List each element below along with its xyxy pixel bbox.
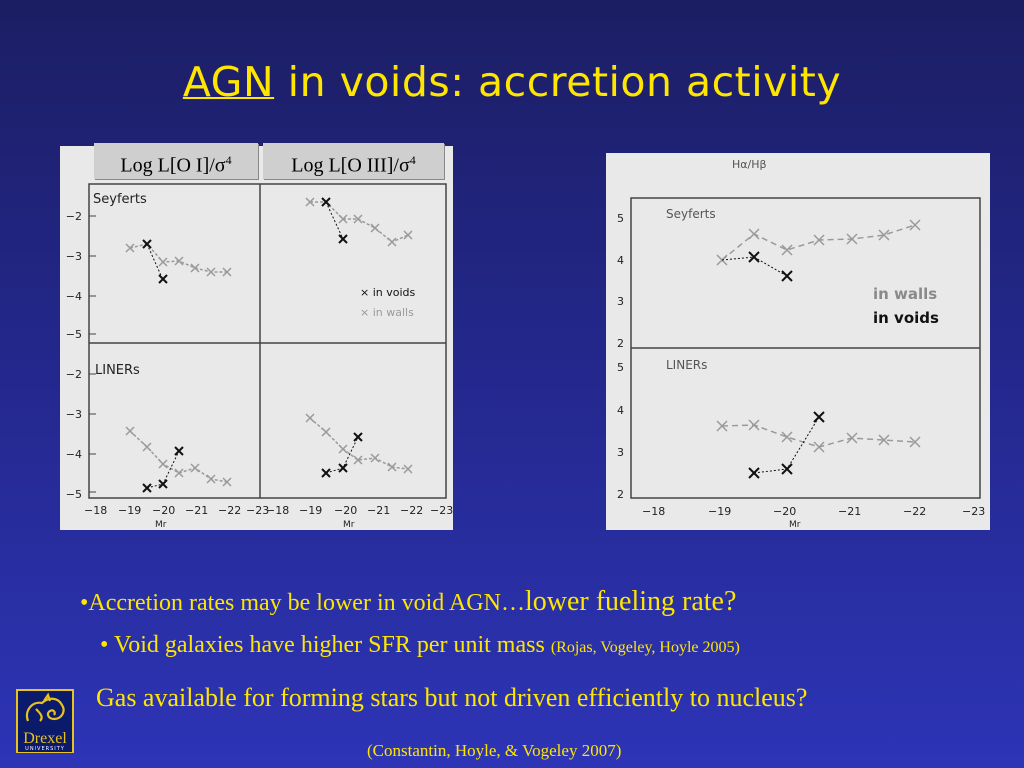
citation-text: (Constantin, Hoyle, & Vogeley 2007) — [367, 741, 622, 760]
xlabel: Mr — [155, 520, 167, 530]
xtick: −21 — [367, 504, 390, 517]
xtick: −22 — [218, 504, 241, 517]
citation: (Constantin, Hoyle, & Vogeley 2007) — [367, 741, 621, 761]
xtick: −20 — [334, 504, 357, 517]
ytick: −3 — [66, 250, 82, 263]
xtick: −22 — [903, 505, 926, 518]
bullet-accretion: •Accretion rates may be lower in void AG… — [80, 586, 736, 618]
left-figure-plot: −2 −3 −4 −5 −2 −3 −4 −5 Seyferts LINERs … — [66, 183, 453, 530]
xtick: −18 — [266, 504, 289, 517]
ytick: 2 — [617, 488, 624, 501]
xtick: −20 — [773, 505, 796, 518]
bullet-gas-text: Gas available for forming stars but not … — [96, 683, 808, 712]
legend-walls: × in walls — [360, 306, 414, 319]
ytick: −4 — [66, 290, 82, 303]
right-figure: Hα/Hβ 5 4 3 2 5 4 3 2 Seyferts LINERs in… — [606, 153, 990, 530]
drexel-logo: Drexel UNIVERSITY — [16, 689, 74, 753]
ytick: 5 — [617, 212, 624, 225]
xtick: −19 — [118, 504, 141, 517]
bullet-sfr-text: • Void galaxies have higher SFR per unit… — [100, 632, 545, 658]
ytick: 4 — [617, 254, 624, 267]
left-figure: −2 −3 −4 −5 −2 −3 −4 −5 Seyferts LINERs … — [60, 146, 453, 530]
header-oiii: Log L[O III]/σ4 — [263, 143, 444, 179]
xtick: −18 — [642, 505, 665, 518]
ytick: 3 — [617, 295, 624, 308]
xtick: −19 — [299, 504, 322, 517]
logo-name: Drexel — [23, 730, 67, 747]
ytick: −2 — [66, 210, 82, 223]
bullet-sfr: • Void galaxies have higher SFR per unit… — [100, 632, 740, 659]
legend-walls: in walls — [873, 285, 937, 303]
label-seyferts: Seyferts — [93, 192, 147, 207]
title-rest: in voids: accretion activity — [274, 58, 842, 106]
ytick: 2 — [617, 337, 624, 350]
xtick: −21 — [838, 505, 861, 518]
header-oi-sup: 4 — [225, 153, 232, 167]
xtick: −22 — [400, 504, 423, 517]
right-figure-plot: Hα/Hβ 5 4 3 2 5 4 3 2 Seyferts LINERs in… — [617, 158, 985, 530]
title-agn: AGN — [182, 58, 275, 106]
legend-voids: × in voids — [360, 286, 416, 299]
bullet-accretion-emphasis: lower fueling rate? — [524, 586, 737, 617]
header-oiii-sup: 4 — [409, 153, 416, 167]
ytick: −5 — [66, 328, 82, 341]
xtick: −19 — [708, 505, 731, 518]
dragon-icon — [25, 692, 65, 722]
slide-title: AGN in voids: accretion activity — [0, 58, 1024, 106]
legend-voids: in voids — [873, 309, 939, 327]
ytick: −4 — [66, 448, 82, 461]
ytick: −2 — [66, 368, 82, 381]
ytick: 3 — [617, 446, 624, 459]
bullet-sfr-citation: (Rojas, Vogeley, Hoyle 2005) — [550, 639, 740, 656]
xtick: −23 — [430, 504, 453, 517]
xtick: −18 — [84, 504, 107, 517]
xlabel: Mr — [343, 520, 355, 530]
xtick: −21 — [185, 504, 208, 517]
ytick: −3 — [66, 408, 82, 421]
header-oiii-text: Log L[O III]/σ — [291, 154, 410, 177]
bullet-gas: Gas available for forming stars but not … — [96, 683, 807, 713]
header-oi-text: Log L[O I]/σ — [120, 154, 226, 177]
xlabel: Mr — [789, 520, 801, 530]
logo-sub: UNIVERSITY — [18, 746, 72, 752]
bullet-accretion-text: •Accretion rates may be lower in void AG… — [80, 590, 525, 616]
xtick: −23 — [962, 505, 985, 518]
ytick: 5 — [617, 361, 624, 374]
xtick: −20 — [152, 504, 175, 517]
ytick: −5 — [66, 488, 82, 501]
right-figure-title: Hα/Hβ — [732, 158, 767, 171]
label-liners: LINERs — [95, 363, 140, 378]
label-liners: LINERs — [666, 358, 707, 372]
ytick: 4 — [617, 404, 624, 417]
xtick: −23 — [246, 504, 269, 517]
label-seyferts: Seyferts — [666, 207, 716, 221]
header-oi: Log L[O I]/σ4 — [94, 143, 258, 179]
